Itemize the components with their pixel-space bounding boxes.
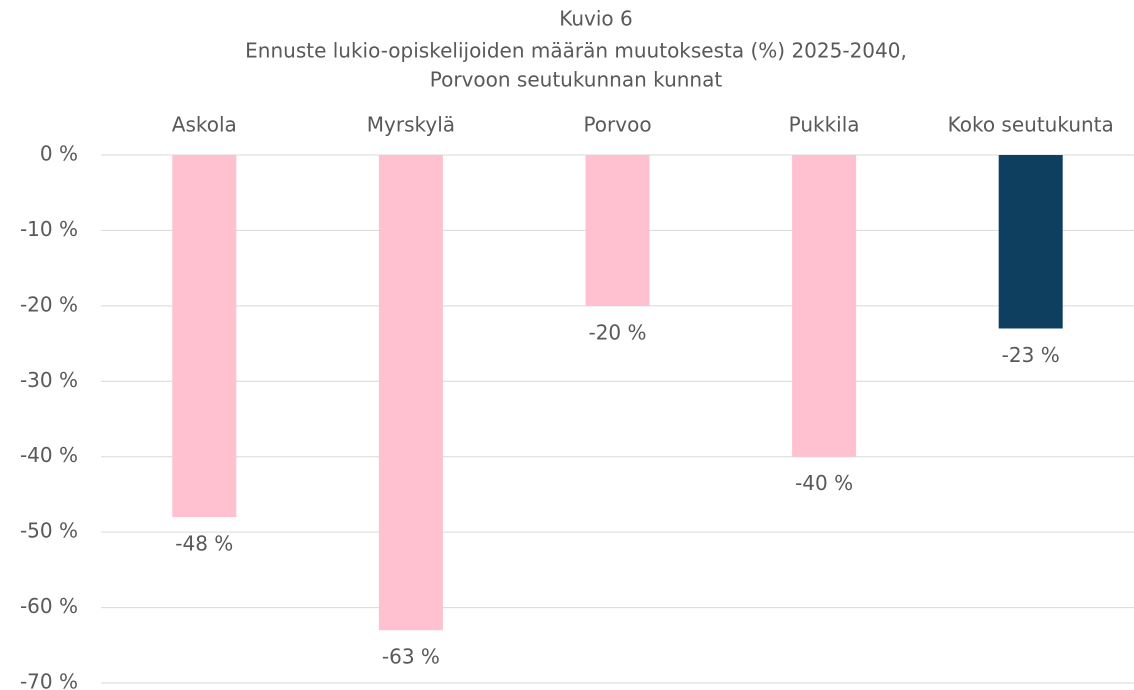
data-label: -48 % xyxy=(175,532,233,556)
y-tick-label: -60 % xyxy=(20,594,78,618)
data-label: -20 % xyxy=(588,320,646,344)
y-tick-label: 0 % xyxy=(40,142,78,166)
chart-subtitle: Porvoon seutukunnan kunnat xyxy=(430,68,723,92)
bar xyxy=(585,155,650,306)
bar xyxy=(172,155,237,518)
y-tick-label: -40 % xyxy=(20,443,78,467)
bar xyxy=(378,155,443,631)
y-tick-label: -30 % xyxy=(20,368,78,392)
x-tick-label: Porvoo xyxy=(583,113,651,137)
y-tick-label: -50 % xyxy=(20,519,78,543)
x-tick-label: Koko seutukunta xyxy=(948,113,1114,137)
bar xyxy=(792,155,857,457)
x-tick-label: Pukkila xyxy=(789,113,860,137)
data-label: -63 % xyxy=(382,645,440,669)
x-tick-label: Myrskylä xyxy=(367,113,455,137)
data-label: -40 % xyxy=(795,471,853,495)
y-tick-label: -70 % xyxy=(20,670,78,690)
bar xyxy=(998,155,1063,329)
chart-subtitle: Ennuste lukio-opiskelijoiden määrän muut… xyxy=(245,39,907,63)
y-tick-label: -10 % xyxy=(20,217,78,241)
y-tick-label: -20 % xyxy=(20,292,78,316)
chart-title: Kuvio 6 xyxy=(559,7,633,31)
x-tick-label: Askola xyxy=(172,113,237,137)
data-label: -23 % xyxy=(1002,343,1060,367)
